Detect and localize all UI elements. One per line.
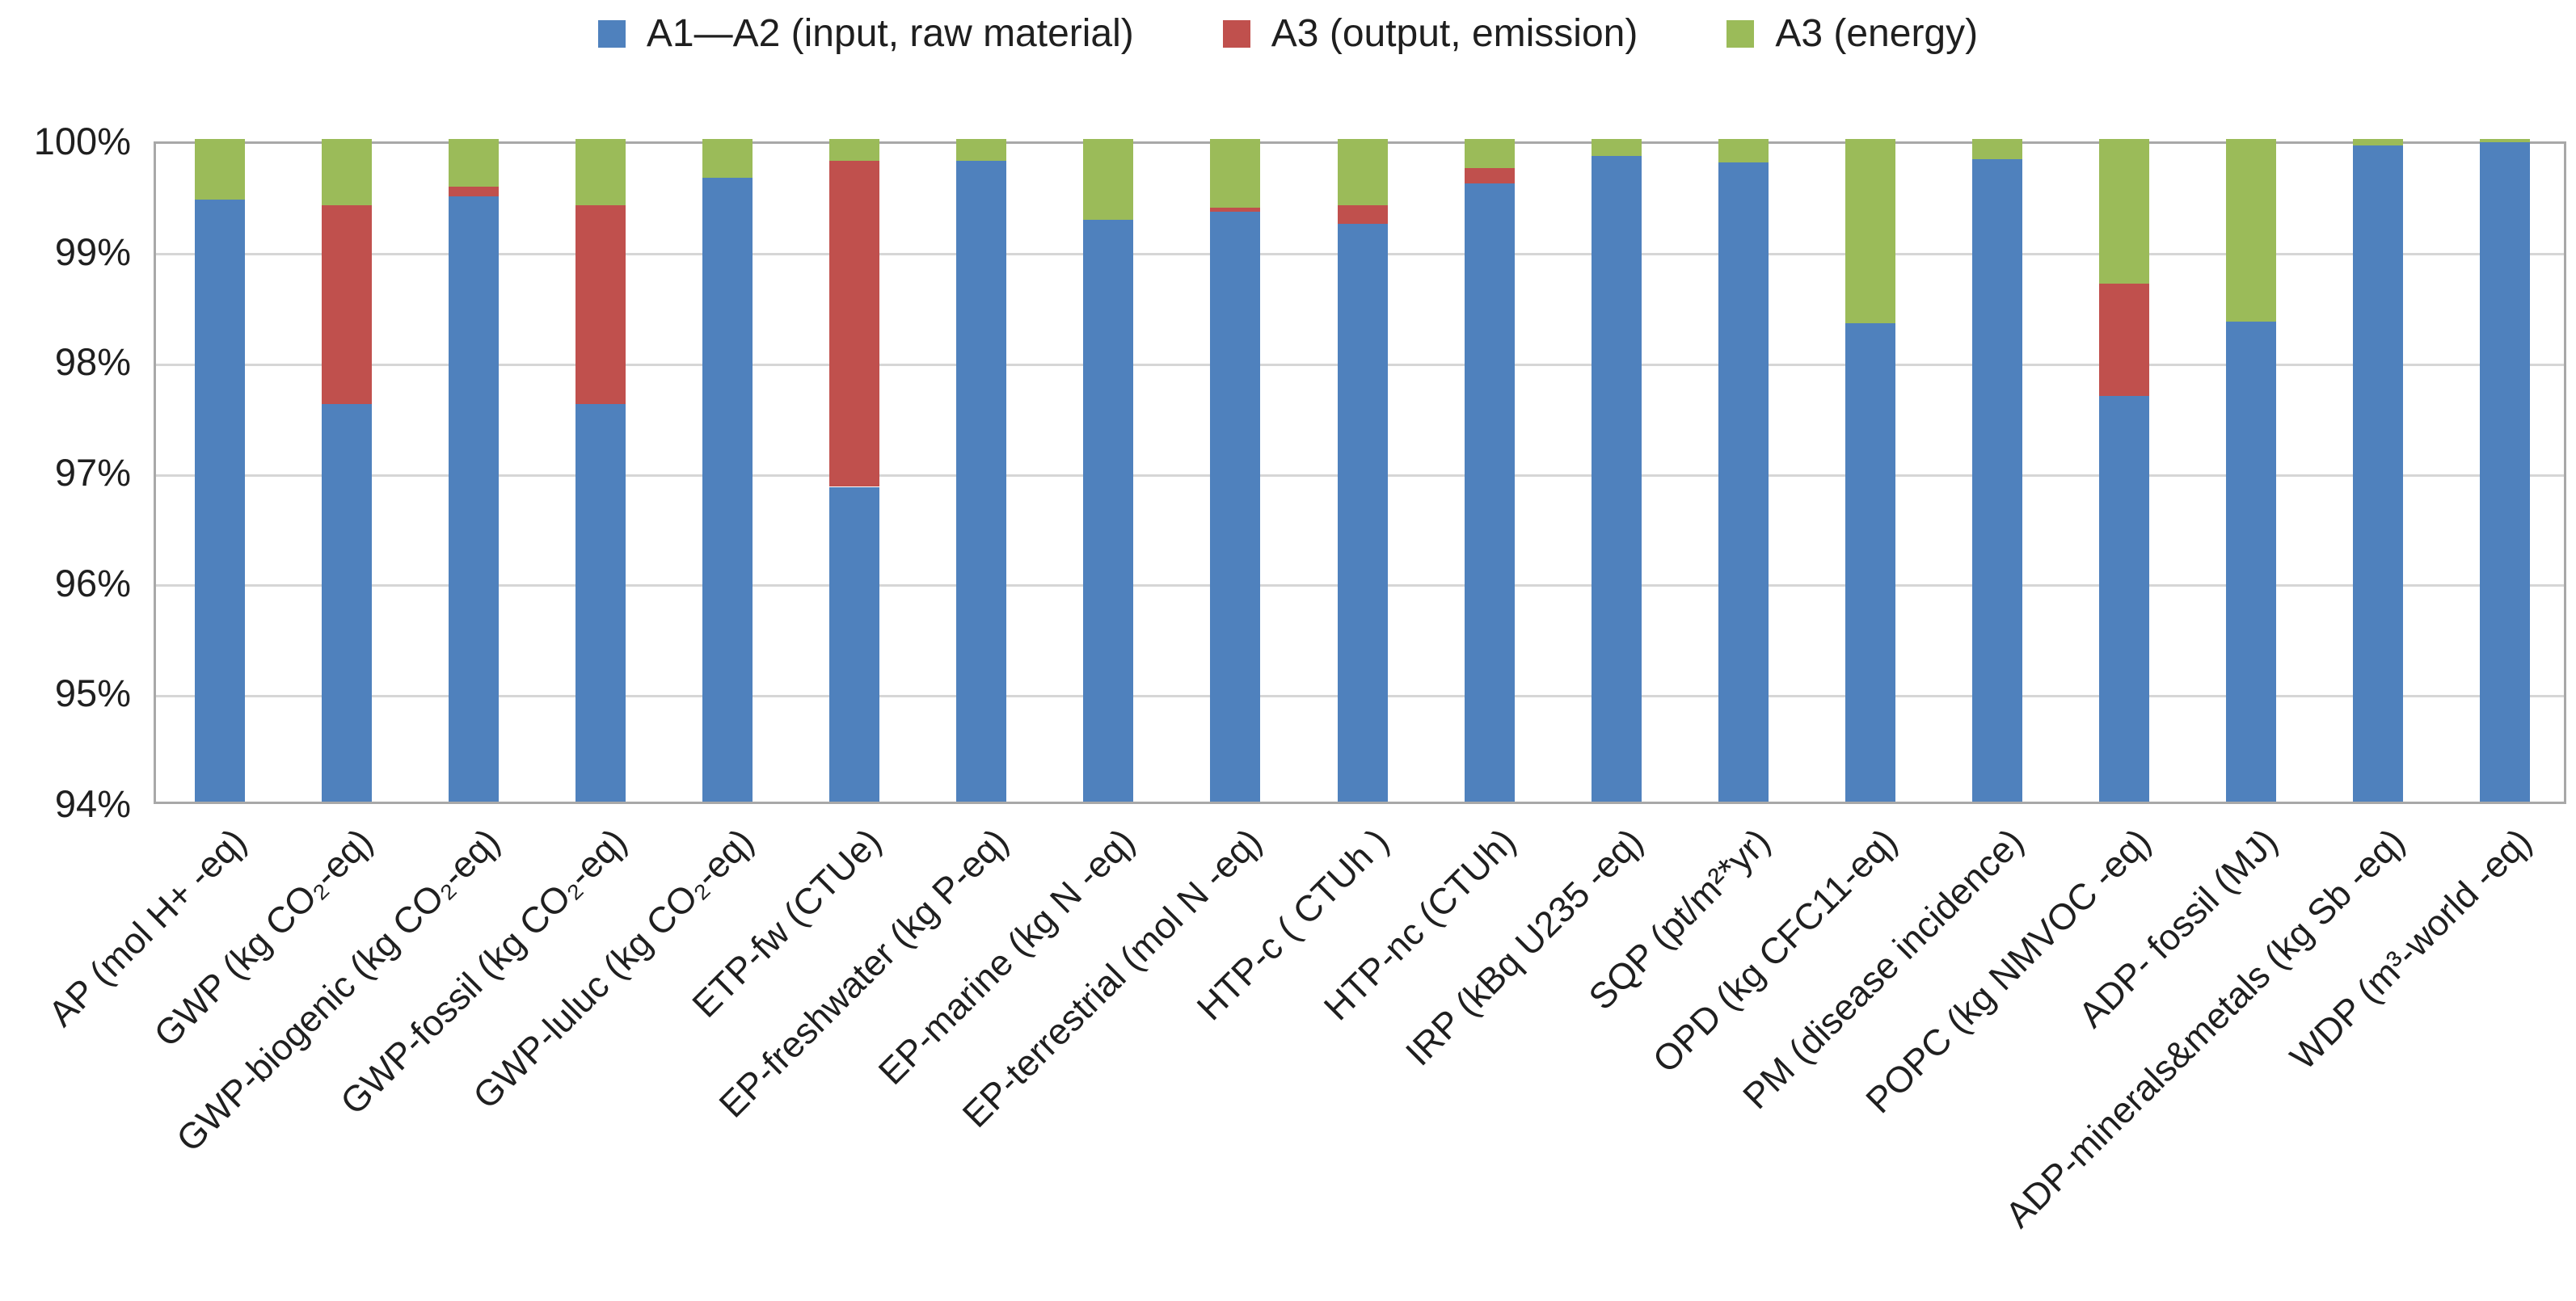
- bar-10: [1337, 139, 1388, 802]
- x-category-label: IRP (kBq U235 -eq): [1397, 820, 1651, 1074]
- bar-1: [194, 139, 245, 802]
- y-tick-label: 97%: [54, 451, 131, 494]
- legend-swatch-icon: [597, 20, 626, 48]
- bar-segment-series-1: [702, 177, 753, 802]
- legend-swatch-icon: [1726, 20, 1755, 48]
- legend-item: A1—A2 (input, raw material): [597, 12, 1134, 56]
- bar-15: [1972, 139, 2023, 802]
- x-category-label: EP-marine (kg N -eq): [870, 820, 1143, 1093]
- bar-segment-series-3: [1591, 139, 1642, 156]
- legend-swatch-icon: [1222, 20, 1250, 48]
- bar-segment-series-3: [956, 139, 1007, 162]
- bar-7: [956, 139, 1007, 802]
- bar-segment-series-1: [575, 404, 626, 802]
- bar-segment-series-3: [702, 139, 753, 178]
- bar-12: [1591, 139, 1642, 802]
- bar-segment-series-2: [2099, 284, 2150, 397]
- bar-5: [702, 139, 753, 802]
- bar-segment-series-3: [2353, 139, 2404, 146]
- chart-legend: A1—A2 (input, raw material) A3 (output, e…: [0, 12, 2576, 56]
- bar-18: [2353, 139, 2404, 802]
- y-tick-label: 98%: [54, 340, 131, 384]
- bar-segment-series-3: [1972, 139, 2023, 159]
- bar-segment-series-1: [2353, 145, 2404, 802]
- bar-segment-series-1: [1972, 158, 2023, 802]
- bar-segment-series-1: [1718, 162, 1769, 802]
- bar-segment-series-2: [1464, 167, 1515, 183]
- bar-segment-series-1: [1845, 323, 1895, 802]
- bar-segment-series-1: [2099, 396, 2150, 802]
- y-tick-label: 96%: [54, 561, 131, 604]
- bar-segment-series-2: [1337, 205, 1388, 225]
- bar-segment-series-1: [1464, 183, 1515, 802]
- plot-area: [154, 139, 2566, 804]
- bar-segment-series-1: [1210, 212, 1261, 802]
- legend-item: A3 (output, emission): [1222, 12, 1638, 56]
- legend-label: A3 (output, emission): [1271, 12, 1638, 55]
- bar-segment-series-2: [575, 205, 626, 404]
- bar-segment-series-2: [448, 186, 499, 197]
- bar-segment-series-1: [2480, 142, 2531, 802]
- bar-segment-series-3: [194, 139, 245, 200]
- bar-segment-series-3: [321, 139, 372, 205]
- bar-segment-series-3: [829, 139, 880, 162]
- bar-segment-series-3: [1464, 139, 1515, 168]
- bar-19: [2480, 139, 2531, 802]
- y-tick-label: 94%: [54, 782, 131, 825]
- bar-segment-series-3: [2226, 139, 2277, 322]
- bar-segment-series-2: [1210, 207, 1261, 213]
- legend-label: A3 (energy): [1775, 12, 1979, 55]
- bar-segment-series-3: [1210, 139, 1261, 208]
- bar-segment-series-1: [448, 196, 499, 802]
- bar-14: [1845, 139, 1895, 802]
- bar-13: [1718, 139, 1769, 802]
- bar-9: [1210, 139, 1261, 802]
- y-tick-label: 100%: [33, 120, 131, 162]
- bar-segment-series-3: [1845, 139, 1895, 324]
- bar-segment-series-1: [1337, 224, 1388, 802]
- x-category-label: WDP (m³-world -eq): [2282, 820, 2540, 1078]
- bar-segment-series-3: [1718, 139, 1769, 162]
- bar-4: [575, 139, 626, 802]
- bar-11: [1464, 139, 1515, 802]
- bar-segment-series-1: [321, 404, 372, 802]
- bar-segment-series-3: [448, 139, 499, 187]
- bar-16: [2099, 139, 2150, 802]
- bar-segment-series-2: [321, 205, 372, 404]
- bar-segment-series-1: [1083, 219, 1134, 802]
- bar-2: [321, 139, 372, 802]
- bar-6: [829, 139, 880, 802]
- bar-segment-series-3: [1337, 139, 1388, 205]
- bar-segment-series-3: [1083, 139, 1134, 220]
- bar-segment-series-1: [956, 161, 1007, 802]
- y-tick-label: 95%: [54, 672, 131, 715]
- bar-segment-series-3: [2099, 139, 2150, 284]
- x-category-label: OPD (kg CFC11-eq): [1644, 820, 1905, 1081]
- bar-segment-series-3: [575, 139, 626, 205]
- bar-segment-series-1: [1591, 155, 1642, 802]
- bar-3: [448, 139, 499, 802]
- bar-segment-series-1: [194, 200, 245, 802]
- bar-17: [2226, 139, 2277, 802]
- bar-8: [1083, 139, 1134, 802]
- x-category-label: GWP (kg CO₂-eq): [145, 820, 382, 1055]
- y-tick-label: 99%: [54, 229, 131, 273]
- bar-segment-series-3: [2480, 139, 2531, 143]
- bar-segment-series-1: [829, 486, 880, 802]
- legend-item: A3 (energy): [1726, 12, 1979, 56]
- bar-segment-series-2: [829, 161, 880, 487]
- legend-label: A1—A2 (input, raw material): [646, 12, 1134, 55]
- bar-segment-series-1: [2226, 321, 2277, 802]
